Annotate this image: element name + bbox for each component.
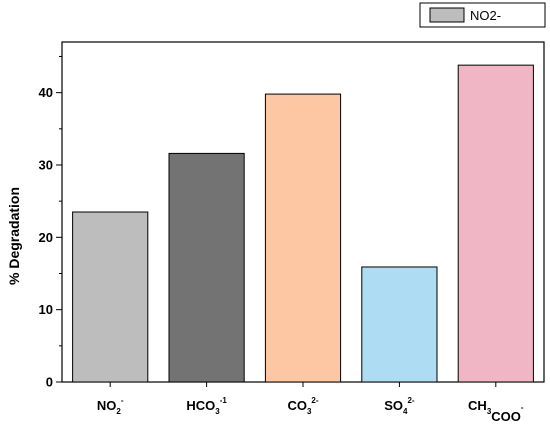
- bar: [72, 211, 149, 383]
- y-tick-label: 20: [39, 230, 53, 245]
- x-tick-label: NO2-: [97, 396, 124, 416]
- bar: [168, 152, 245, 383]
- y-tick-label: 40: [39, 85, 53, 100]
- legend-label: NO2-: [470, 8, 501, 23]
- x-tick-label: SO42-: [384, 396, 415, 416]
- x-tick-label: CH3COO-: [468, 398, 524, 424]
- y-axis-label: % Degradation: [6, 187, 22, 285]
- plot-area: 0 10 20 30 40 NO2- HCO3-1 CO32- SO42- CH3COO-: [39, 41, 545, 424]
- bar: [264, 93, 342, 383]
- legend-swatch: [429, 7, 465, 23]
- bar: [457, 64, 534, 383]
- x-tick-label: HCO3-1: [186, 396, 227, 416]
- x-tick-label: CO32-: [287, 396, 318, 416]
- legend: NO2-: [419, 2, 546, 28]
- y-tick-label: 30: [39, 157, 53, 172]
- y-tick-label: 0: [46, 375, 53, 390]
- y-tick-label: 10: [39, 302, 53, 317]
- bar: [361, 266, 438, 383]
